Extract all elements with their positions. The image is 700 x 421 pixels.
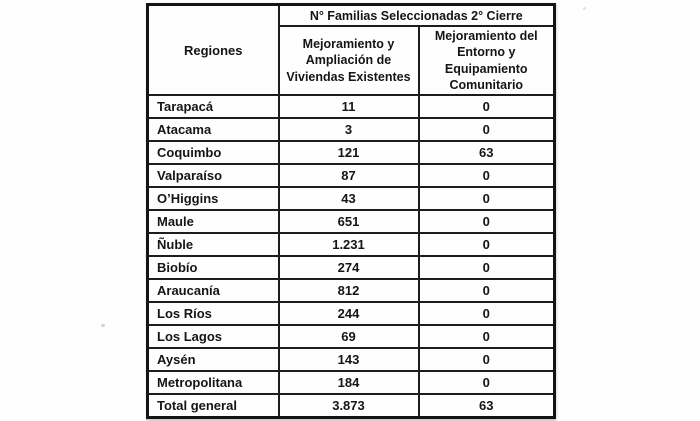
viviendas-cell: 274: [277, 255, 420, 280]
entorno-cell: 0: [417, 347, 556, 372]
entorno-cell: 0: [417, 163, 556, 188]
table-title-row: Regiones N° Familias Seleccionadas 2° Ci…: [146, 3, 556, 96]
viviendas-cell: 244: [277, 301, 420, 326]
entorno-cell: 0: [417, 186, 556, 211]
column-header-regiones: Regiones: [146, 3, 280, 96]
viviendas-cell: 184: [277, 370, 420, 395]
total-entorno-cell: 63: [417, 393, 556, 418]
table-row: Valparaíso 87 0: [146, 163, 556, 188]
table-row: Coquimbo 121 63: [146, 140, 556, 165]
region-cell: Coquimbo: [146, 140, 280, 165]
scan-artifact-speck: [583, 7, 586, 10]
viviendas-cell: 812: [277, 278, 420, 303]
table-row: Aysén 143 0: [146, 347, 556, 372]
column-header-entorno: Mejoramiento del Entorno y Equipamiento …: [417, 25, 556, 96]
viviendas-cell: 11: [277, 94, 420, 119]
region-cell: Metropolitana: [146, 370, 280, 395]
viviendas-cell: 651: [277, 209, 420, 234]
region-cell: Los Ríos: [146, 301, 280, 326]
region-cell: Tarapacá: [146, 94, 280, 119]
table-row: Los Ríos 244 0: [146, 301, 556, 326]
table-row: Metropolitana 184 0: [146, 370, 556, 395]
entorno-cell: 0: [417, 117, 556, 142]
table-row: Tarapacá 11 0: [146, 94, 556, 119]
viviendas-cell: 87: [277, 163, 420, 188]
entorno-cell: 0: [417, 278, 556, 303]
entorno-cell: 0: [417, 301, 556, 326]
region-cell: Ñuble: [146, 232, 280, 257]
table-row: Atacama 3 0: [146, 117, 556, 142]
entorno-cell: 0: [417, 94, 556, 119]
region-cell: O’Higgins: [146, 186, 280, 211]
entorno-cell: 0: [417, 324, 556, 349]
region-cell: Valparaíso: [146, 163, 280, 188]
total-viviendas-cell: 3.873: [277, 393, 420, 418]
table-total-row: Total general 3.873 63: [146, 393, 556, 418]
viviendas-cell: 1.231: [277, 232, 420, 257]
table-header-row: Mejoramiento y Ampliación de Viviendas E…: [148, 25, 556, 96]
region-cell: Araucanía: [146, 278, 280, 303]
region-cell: Aysén: [146, 347, 280, 372]
entorno-cell: 0: [417, 370, 556, 395]
table-row: Maule 651 0: [146, 209, 556, 234]
scan-artifact-speck: [101, 324, 105, 327]
table-row: Araucanía 812 0: [146, 278, 556, 303]
viviendas-cell: 43: [277, 186, 420, 211]
table-row: Ñuble 1.231 0: [146, 232, 556, 257]
viviendas-cell: 3: [277, 117, 420, 142]
viviendas-cell: 121: [277, 140, 420, 165]
entorno-cell: 0: [417, 255, 556, 280]
region-cell: Atacama: [146, 117, 280, 142]
region-cell: Los Lagos: [146, 324, 280, 349]
viviendas-cell: 69: [277, 324, 420, 349]
table-row: O’Higgins 43 0: [146, 186, 556, 211]
entorno-cell: 63: [417, 140, 556, 165]
column-header-viviendas: Mejoramiento y Ampliación de Viviendas E…: [277, 25, 420, 96]
table-row: Los Lagos 69 0: [146, 324, 556, 349]
total-label-cell: Total general: [146, 393, 280, 418]
families-selected-table: Regiones N° Familias Seleccionadas 2° Ci…: [146, 3, 557, 419]
region-cell: Maule: [146, 209, 280, 234]
region-cell: Biobío: [146, 255, 280, 280]
viviendas-cell: 143: [277, 347, 420, 372]
table-row: Biobío 274 0: [146, 255, 556, 280]
table-title: N° Familias Seleccionadas 2° Cierre: [277, 3, 556, 27]
entorno-cell: 0: [417, 232, 556, 257]
entorno-cell: 0: [417, 209, 556, 234]
